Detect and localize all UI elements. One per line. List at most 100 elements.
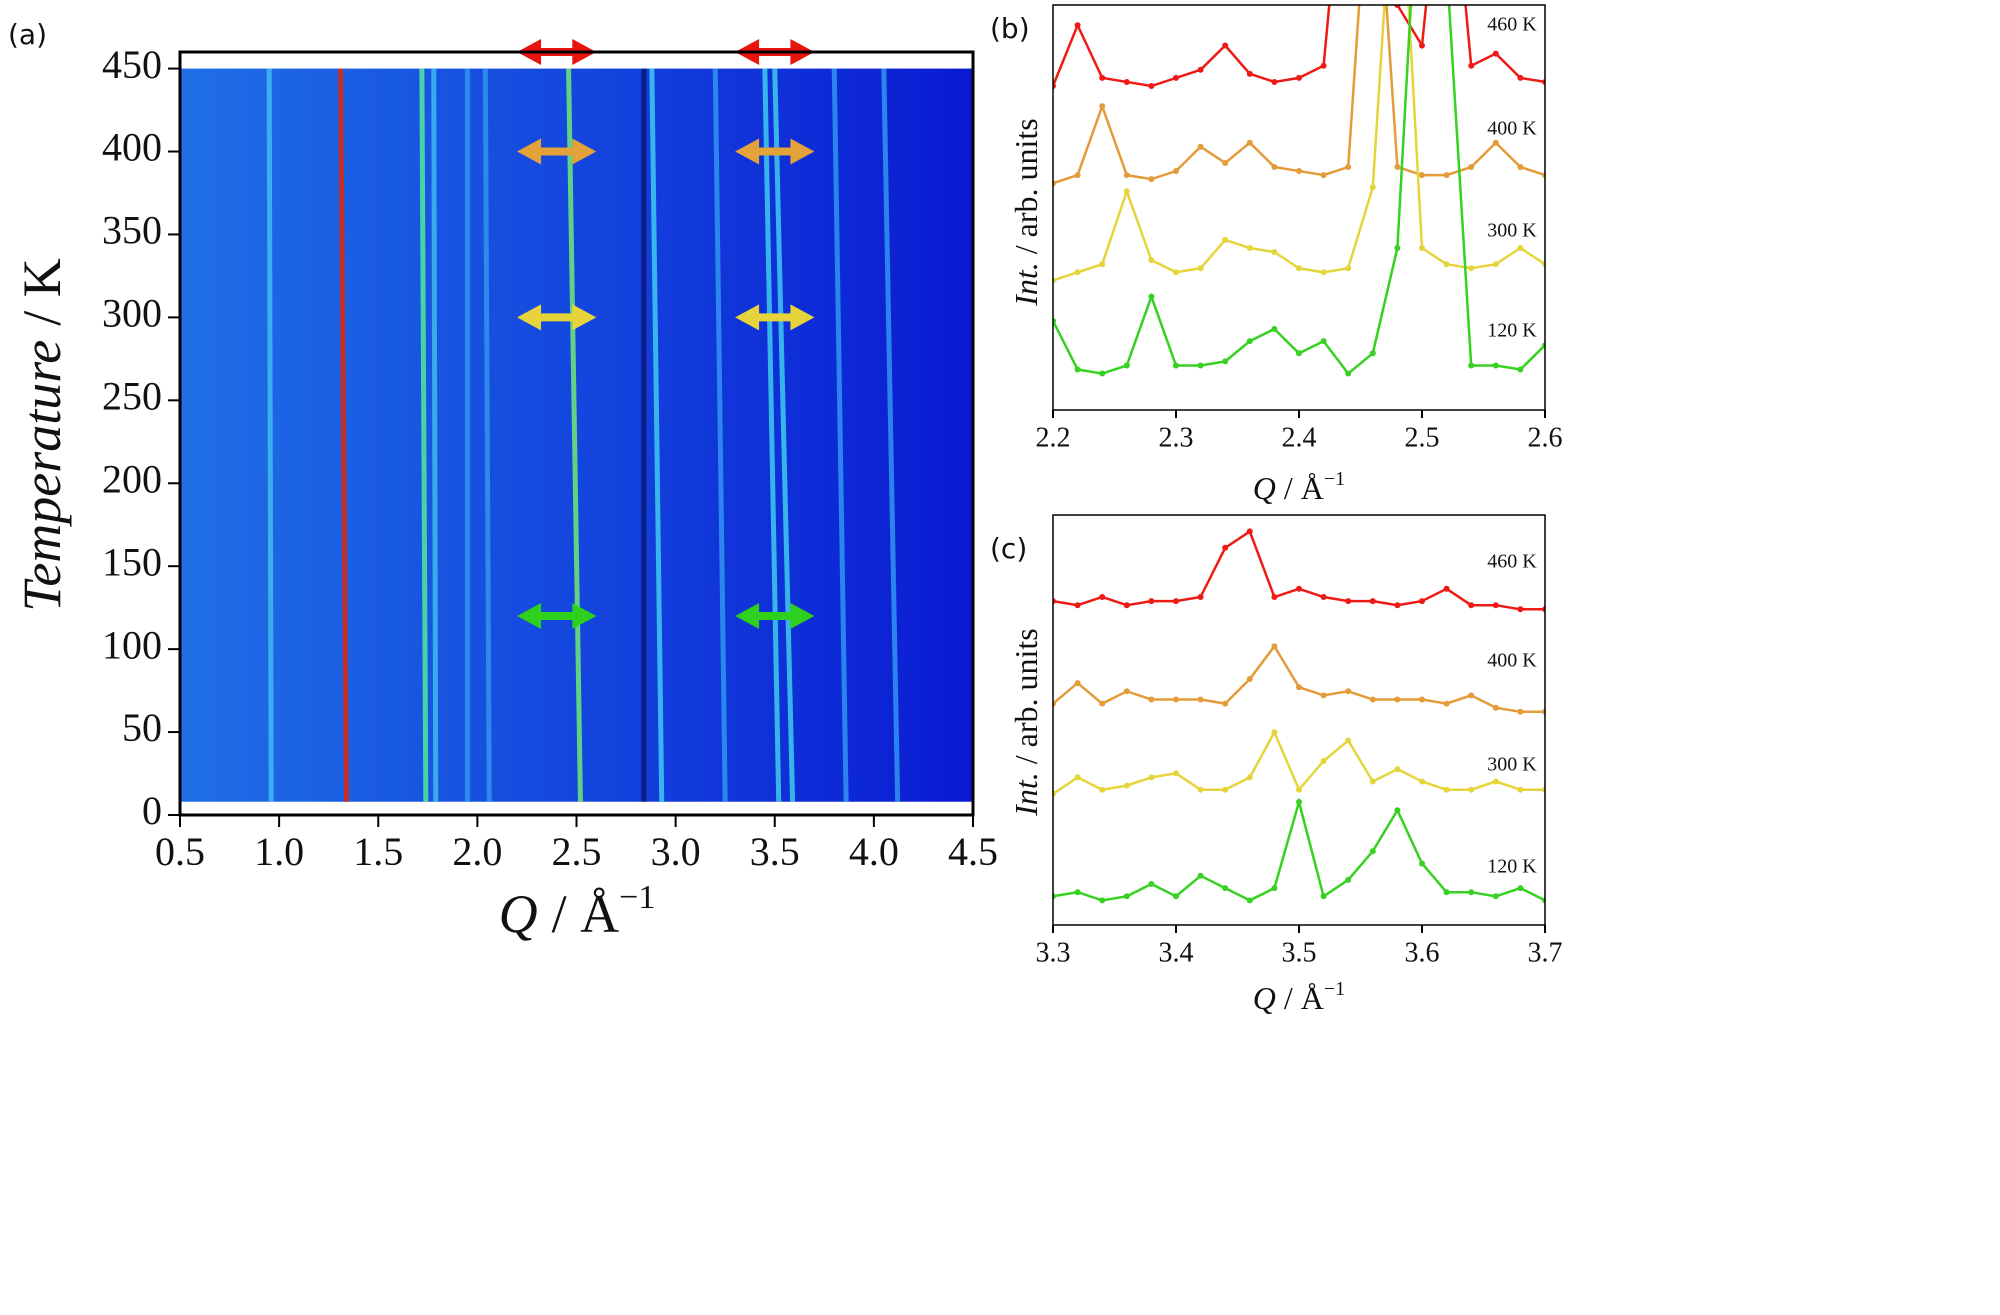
arrow (735, 602, 815, 629)
data-point (1296, 265, 1302, 272)
data-point (1197, 786, 1204, 793)
x-tick-label: 2.0 (452, 829, 502, 874)
y-label-symbol: Int. (1008, 262, 1044, 307)
arrow-head (790, 602, 815, 629)
peak-streak (566, 68, 583, 802)
data-point (1419, 172, 1425, 179)
data-point (1271, 885, 1278, 892)
x-tick-label: 4.5 (948, 829, 998, 874)
data-point (1468, 602, 1475, 609)
arrow-head (517, 304, 542, 331)
arrow (735, 138, 815, 165)
x-label-symbol: Q (499, 884, 538, 944)
data-point (1443, 786, 1450, 793)
data-point (1148, 293, 1155, 300)
peak-streak (419, 68, 429, 802)
data-point (1369, 350, 1376, 357)
y-tick-label: 100 (102, 622, 162, 667)
data-point (1173, 770, 1179, 777)
x-label-symbol: Q (1253, 470, 1276, 506)
data-point (1296, 585, 1302, 592)
data-point (1443, 585, 1450, 592)
x-label-unit: / Å (552, 884, 620, 944)
data-point (1468, 62, 1475, 69)
arrow-head (735, 304, 760, 331)
data-point (1246, 528, 1253, 535)
x-tick-label: 2.3 (1159, 422, 1194, 453)
panel-label: (a) (8, 18, 47, 51)
data-point (1394, 164, 1401, 170)
data-point (1419, 696, 1425, 703)
data-point (1148, 176, 1155, 183)
data-point (1394, 696, 1401, 703)
data-point (1148, 696, 1155, 703)
data-point (1271, 729, 1278, 736)
data-point (1394, 602, 1401, 609)
data-point (1271, 78, 1278, 85)
data-point (1296, 74, 1302, 81)
data-point (1517, 366, 1524, 373)
x-axis-label: Q / Å−1 (1253, 468, 1345, 507)
data-point (1468, 692, 1475, 699)
data-point (1148, 881, 1155, 887)
data-point (1074, 22, 1081, 29)
data-point (1320, 758, 1327, 764)
data-point (1148, 257, 1155, 264)
plot-area (180, 68, 973, 802)
y-tick-label: 50 (122, 705, 162, 750)
data-point (1074, 366, 1081, 373)
data-point (1173, 893, 1179, 900)
data-point (1099, 370, 1106, 377)
data-point (1468, 265, 1475, 272)
data-point (1394, 807, 1401, 814)
data-point (1443, 889, 1450, 896)
data-point (1492, 139, 1499, 146)
data-point (1517, 708, 1524, 715)
data-point (1320, 269, 1327, 276)
y-tick-label: 300 (102, 291, 162, 336)
data-point (1394, 245, 1401, 251)
y-tick-label: 400 (102, 125, 162, 170)
arrow-head (735, 602, 760, 629)
data-point (1148, 598, 1155, 605)
y-label-unit: / arb. units (1008, 628, 1044, 764)
peak-streak (482, 68, 492, 802)
arrow-head (735, 138, 760, 165)
data-point (1492, 704, 1499, 711)
y-label-unit: / K (12, 258, 72, 326)
data-point (1222, 700, 1229, 707)
arrow-head (790, 304, 815, 331)
series-label: 460 K (1487, 14, 1537, 36)
data-point (1246, 774, 1253, 781)
data-point (1173, 269, 1179, 276)
series-label: 120 K (1487, 856, 1537, 878)
series-label: 400 K (1487, 118, 1537, 140)
data-point (1123, 78, 1130, 85)
data-point (1099, 74, 1106, 81)
y-label-symbol: Int. (1008, 772, 1044, 817)
data-point (1246, 245, 1253, 251)
data-point (1345, 737, 1352, 744)
x-label-exponent: −1 (619, 879, 655, 916)
data-point (1148, 83, 1155, 89)
panel-label: (c) (990, 532, 1027, 565)
arrow-head (572, 138, 597, 165)
data-point (1320, 62, 1327, 69)
data-point (1246, 338, 1253, 345)
data-point (1271, 164, 1278, 170)
series-line (1053, 5, 1545, 282)
peak-streak (266, 68, 274, 802)
x-tick-label: 2.4 (1282, 422, 1317, 453)
data-point (1369, 848, 1376, 855)
data-point (1320, 893, 1327, 900)
data-point (1369, 696, 1376, 703)
data-point (1320, 338, 1327, 345)
data-point (1222, 159, 1229, 166)
data-point (1394, 766, 1401, 773)
data-point (1345, 370, 1352, 377)
data-point (1197, 362, 1204, 369)
data-point (1296, 350, 1302, 357)
y-tick-label: 350 (102, 208, 162, 253)
peak-streak (762, 68, 782, 802)
arrow (735, 304, 815, 331)
